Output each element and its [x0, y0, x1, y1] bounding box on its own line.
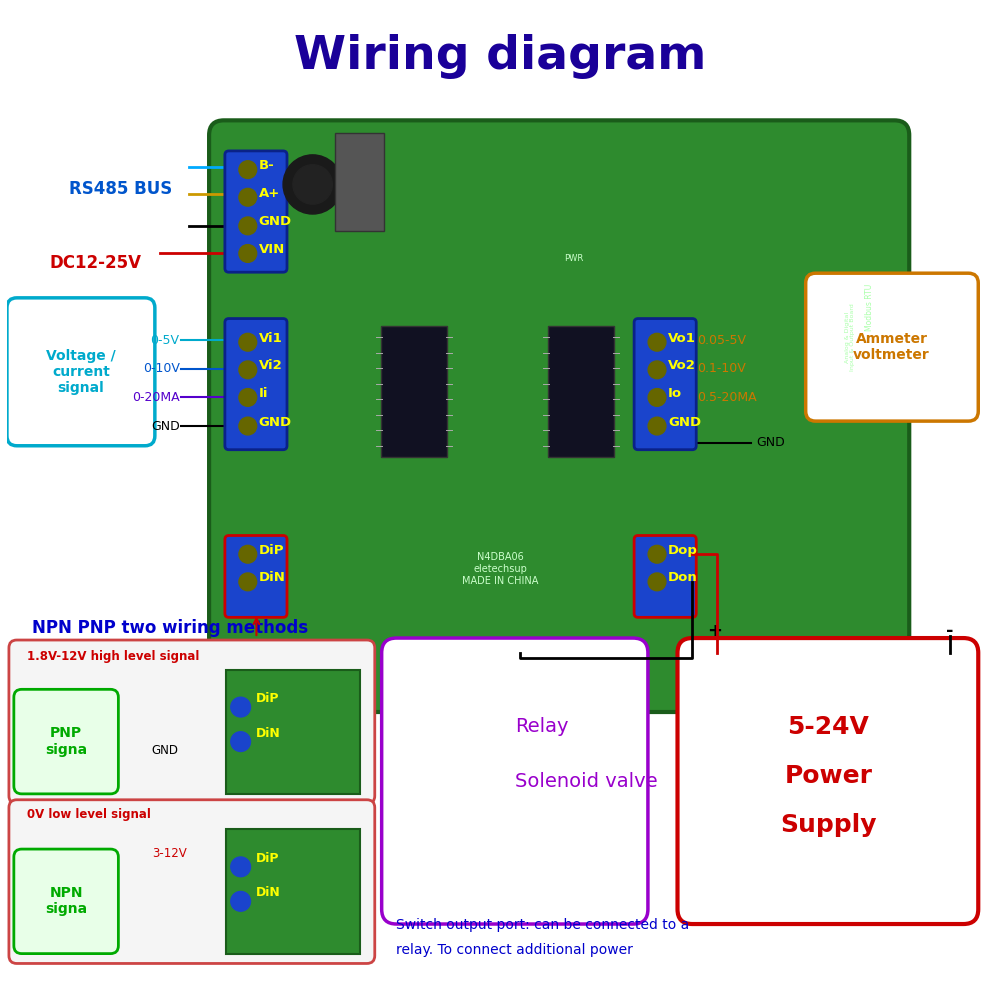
Text: 0.5-20MA: 0.5-20MA: [697, 391, 757, 404]
Text: Ammeter
voltmeter: Ammeter voltmeter: [853, 332, 930, 362]
Circle shape: [648, 333, 666, 351]
Circle shape: [239, 573, 257, 591]
FancyBboxPatch shape: [335, 133, 384, 231]
FancyBboxPatch shape: [14, 849, 118, 954]
Text: Voltage /
current
signal: Voltage / current signal: [46, 349, 116, 395]
FancyBboxPatch shape: [382, 638, 648, 924]
FancyBboxPatch shape: [209, 120, 909, 712]
Text: Wiring diagram: Wiring diagram: [294, 34, 706, 79]
Text: PWR: PWR: [564, 254, 584, 263]
Text: 0.1-10V: 0.1-10V: [697, 362, 746, 375]
Text: PNP
signa: PNP signa: [45, 726, 87, 757]
Circle shape: [231, 857, 251, 877]
Circle shape: [239, 217, 257, 235]
FancyBboxPatch shape: [226, 829, 360, 954]
Circle shape: [293, 165, 332, 204]
Text: DiP: DiP: [259, 544, 284, 557]
Circle shape: [239, 417, 257, 435]
Text: GND: GND: [259, 215, 292, 228]
Text: Io: Io: [668, 387, 682, 400]
Text: B-: B-: [259, 159, 274, 172]
Text: DiN: DiN: [259, 571, 286, 584]
Text: Modbus RTU: Modbus RTU: [865, 284, 874, 331]
Text: DiP: DiP: [255, 852, 279, 865]
FancyBboxPatch shape: [225, 151, 287, 272]
Text: GND: GND: [151, 420, 180, 433]
Circle shape: [239, 389, 257, 406]
Circle shape: [231, 697, 251, 717]
Text: Vo1: Vo1: [668, 332, 696, 345]
FancyBboxPatch shape: [634, 319, 696, 450]
Text: 1.8V-12V high level signal: 1.8V-12V high level signal: [27, 650, 199, 663]
Text: -: -: [946, 622, 953, 640]
Text: 3-12V: 3-12V: [152, 847, 187, 860]
Text: Analog & Digital
Input & Output Board: Analog & Digital Input & Output Board: [845, 303, 855, 371]
Circle shape: [648, 361, 666, 379]
Text: NPN
signa: NPN signa: [45, 886, 87, 916]
Text: +: +: [707, 622, 722, 640]
Circle shape: [239, 545, 257, 563]
Text: Dop: Dop: [668, 544, 698, 557]
Circle shape: [648, 389, 666, 406]
Text: DiP: DiP: [255, 692, 279, 705]
Text: RS485 BUS: RS485 BUS: [69, 180, 172, 198]
Text: relay. To connect additional power: relay. To connect additional power: [396, 943, 633, 957]
Text: DiN: DiN: [255, 886, 280, 899]
Text: A+: A+: [259, 187, 280, 200]
Text: 0-5V: 0-5V: [151, 334, 180, 347]
FancyBboxPatch shape: [548, 326, 614, 457]
Circle shape: [648, 417, 666, 435]
Text: Vi1: Vi1: [259, 332, 282, 345]
Circle shape: [239, 333, 257, 351]
Text: Ii: Ii: [259, 387, 268, 400]
Circle shape: [239, 361, 257, 379]
Text: 0-10V: 0-10V: [143, 362, 180, 375]
FancyBboxPatch shape: [677, 638, 978, 924]
Text: N4DBA06
eletechsup
MADE IN CHINA: N4DBA06 eletechsup MADE IN CHINA: [462, 552, 538, 586]
FancyBboxPatch shape: [14, 689, 118, 794]
Text: 0.05-5V: 0.05-5V: [697, 334, 746, 347]
FancyBboxPatch shape: [634, 536, 696, 617]
Text: Solenoid valve: Solenoid valve: [515, 772, 657, 791]
Text: VIN: VIN: [259, 243, 285, 256]
Text: Supply: Supply: [780, 813, 877, 837]
FancyBboxPatch shape: [806, 273, 978, 421]
FancyBboxPatch shape: [9, 800, 375, 963]
FancyBboxPatch shape: [225, 319, 287, 450]
Text: Switch output port: can be connected to a: Switch output port: can be connected to …: [396, 918, 690, 932]
Text: Relay: Relay: [515, 717, 568, 736]
Text: 0V low level signal: 0V low level signal: [27, 808, 151, 821]
Text: Vi2: Vi2: [259, 359, 282, 372]
Text: GND: GND: [756, 436, 785, 449]
FancyBboxPatch shape: [7, 298, 155, 446]
FancyBboxPatch shape: [381, 326, 447, 457]
Circle shape: [239, 245, 257, 262]
Text: 0-20MA: 0-20MA: [132, 391, 180, 404]
Text: GND: GND: [668, 416, 701, 429]
Text: NPN PNP two wiring methods: NPN PNP two wiring methods: [32, 619, 308, 637]
Text: Don: Don: [668, 571, 698, 584]
FancyBboxPatch shape: [9, 640, 375, 804]
Circle shape: [648, 573, 666, 591]
Text: DC12-25V: DC12-25V: [50, 254, 142, 272]
Circle shape: [239, 161, 257, 179]
Circle shape: [231, 891, 251, 911]
Circle shape: [283, 155, 342, 214]
Circle shape: [231, 732, 251, 751]
Circle shape: [648, 545, 666, 563]
FancyBboxPatch shape: [225, 536, 287, 617]
Text: GND: GND: [151, 744, 178, 757]
FancyBboxPatch shape: [226, 670, 360, 794]
Text: Vo2: Vo2: [668, 359, 696, 372]
Circle shape: [239, 188, 257, 206]
Text: 5-24V: 5-24V: [787, 715, 869, 739]
Text: DiN: DiN: [255, 727, 280, 740]
Text: Power: Power: [784, 764, 872, 788]
Text: GND: GND: [259, 416, 292, 429]
